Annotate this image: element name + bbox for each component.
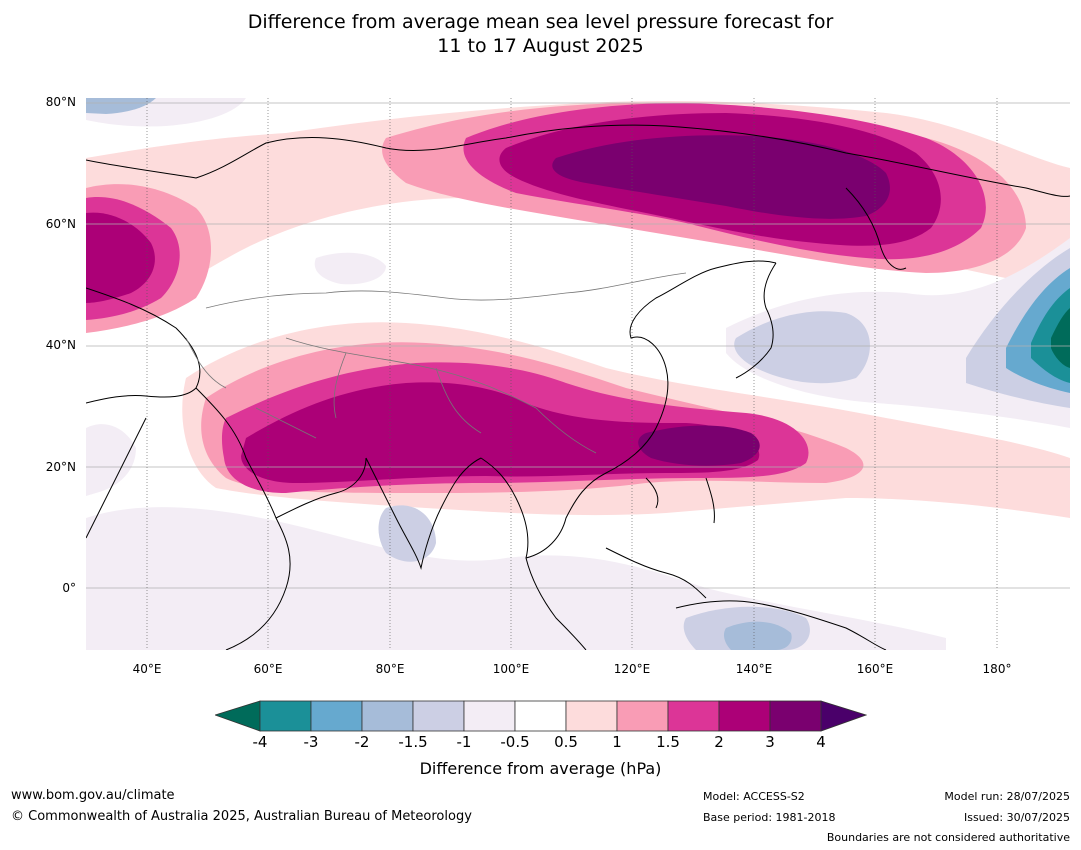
colorbar-high-extend — [820, 700, 867, 732]
contour-neg1p5-south-aus — [723, 621, 792, 650]
contour-neg1-east — [734, 311, 870, 384]
grid-parallels — [86, 102, 1070, 589]
colorbar-bin-6 — [514, 700, 567, 732]
contour-neg1-south-india — [378, 505, 436, 562]
contour-neg0p5-south — [86, 507, 946, 650]
lat-label-80n: 80°N — [45, 95, 76, 109]
contour-neg0p5-central — [314, 252, 386, 285]
colorbar-tick-neg3: -3 — [303, 733, 319, 751]
colorbar-tick-neg0p5: -0.5 — [500, 733, 530, 751]
lat-label-20n: 20°N — [45, 460, 76, 474]
colorbar-bin-10 — [718, 700, 771, 732]
model-run-date: Model run: 28/07/2025 — [944, 790, 1070, 803]
colorbar-bin-2 — [310, 700, 363, 732]
colorbar-bin-4 — [412, 700, 465, 732]
colorbar-bin-8 — [616, 700, 669, 732]
colorbar-bin-1 — [259, 700, 312, 732]
lon-label-100e: 100°E — [492, 662, 530, 676]
colorbar — [215, 700, 867, 732]
colorbar-tick-0p5: 0.5 — [554, 733, 578, 751]
lat-label-0: 0° — [62, 581, 76, 595]
contour-neg0p5-west — [86, 424, 136, 496]
boundaries-disclaimer: Boundaries are not considered authoritat… — [826, 831, 1070, 844]
colorbar-bin-5 — [463, 700, 516, 732]
pressure-anomaly-map — [86, 98, 1070, 650]
lon-label-120e: 120°E — [613, 662, 651, 676]
lat-label-60n: 60°N — [45, 217, 76, 231]
title-line-2: 11 to 17 August 2025 — [437, 35, 644, 57]
coastlines — [86, 124, 1070, 650]
title-line-1: Difference from average mean sea level p… — [247, 11, 834, 33]
contour-3-south — [638, 425, 760, 466]
contour-3-north — [552, 135, 890, 219]
lon-label-60e: 60°E — [253, 662, 283, 676]
map-svg — [86, 98, 1070, 650]
colorbar-tick-neg4: -4 — [252, 733, 268, 751]
contour-neg4-east-far — [1051, 308, 1070, 368]
colorbar-tick-1: 1 — [612, 733, 622, 751]
colorbar-bin-9 — [667, 700, 720, 732]
colorbar-tick-4: 4 — [816, 733, 826, 751]
lat-label-40n: 40°N — [45, 338, 76, 352]
colorbar-tick-2: 2 — [714, 733, 724, 751]
issued-date: Issued: 30/07/2025 — [963, 811, 1070, 824]
colorbar-low-extend — [215, 700, 261, 732]
colorbar-label: Difference from average (hPa) — [419, 759, 662, 778]
map-title: Difference from average mean sea level p… — [0, 10, 1081, 58]
website-link[interactable]: www.bom.gov.au/climate — [11, 788, 175, 803]
colorbar-bin-3 — [361, 700, 414, 732]
lon-label-140e: 140°E — [735, 662, 773, 676]
contour-neg1-northwest — [86, 98, 156, 114]
base-period: Base period: 1981-2018 — [703, 811, 836, 824]
grid-meridians — [146, 98, 998, 650]
colorbar-tick-3: 3 — [765, 733, 775, 751]
colorbar-tick-neg1: -1 — [456, 733, 472, 751]
colorbar-bin-11 — [769, 700, 822, 732]
lon-label-180: 180° — [982, 662, 1012, 676]
contour-2-west — [86, 212, 155, 303]
country-borders — [185, 272, 687, 454]
colorbar-tick-neg1p5: -1.5 — [398, 733, 428, 751]
copyright-notice: © Commonwealth of Australia 2025, Austra… — [11, 809, 472, 824]
model-name: Model: ACCESS-S2 — [703, 790, 805, 803]
lon-label-80e: 80°E — [375, 662, 405, 676]
lon-label-160e: 160°E — [856, 662, 894, 676]
colorbar-bin-7 — [565, 700, 618, 732]
colorbar-tick-neg2: -2 — [354, 733, 370, 751]
lon-label-40e: 40°E — [132, 662, 162, 676]
colorbar-tick-1p5: 1.5 — [656, 733, 680, 751]
